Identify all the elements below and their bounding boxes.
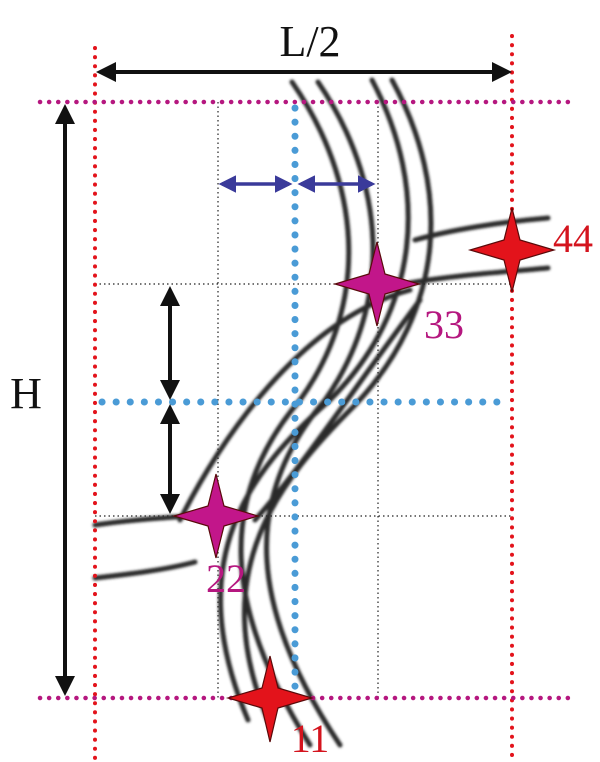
weft-yarn-diagonal-upper [177,287,413,523]
weft-yarn-top-upper [412,215,551,243]
weft-yarn-diagonal-lower [252,297,423,523]
point-44-label: 44 [553,216,593,261]
magenta-boundary-lines [37,99,571,701]
star-markers [171,207,557,743]
star-marker-33 [332,241,422,327]
star-marker-11 [225,655,315,743]
blue-symmetry-axes [98,104,512,694]
point-11-label: 11 [291,716,330,761]
point-33-label: 33 [424,302,464,347]
half-length-label: L/2 [279,17,340,66]
weft-yarn-bottom-upper [92,513,193,528]
grid-lines [95,102,512,698]
vertical-yarn-1-edge-right [264,79,376,748]
weft-yarn-bottom-lower [92,559,198,581]
point-22-label: 22 [206,556,246,601]
star-marker-22 [171,473,261,559]
weft-yarn-top-lower [407,265,551,286]
yarn-strands [92,77,551,748]
height-label: H [10,369,42,418]
dimension-arrows [55,62,512,696]
star-marker-44 [467,207,557,293]
red-boundary-lines [93,34,514,762]
